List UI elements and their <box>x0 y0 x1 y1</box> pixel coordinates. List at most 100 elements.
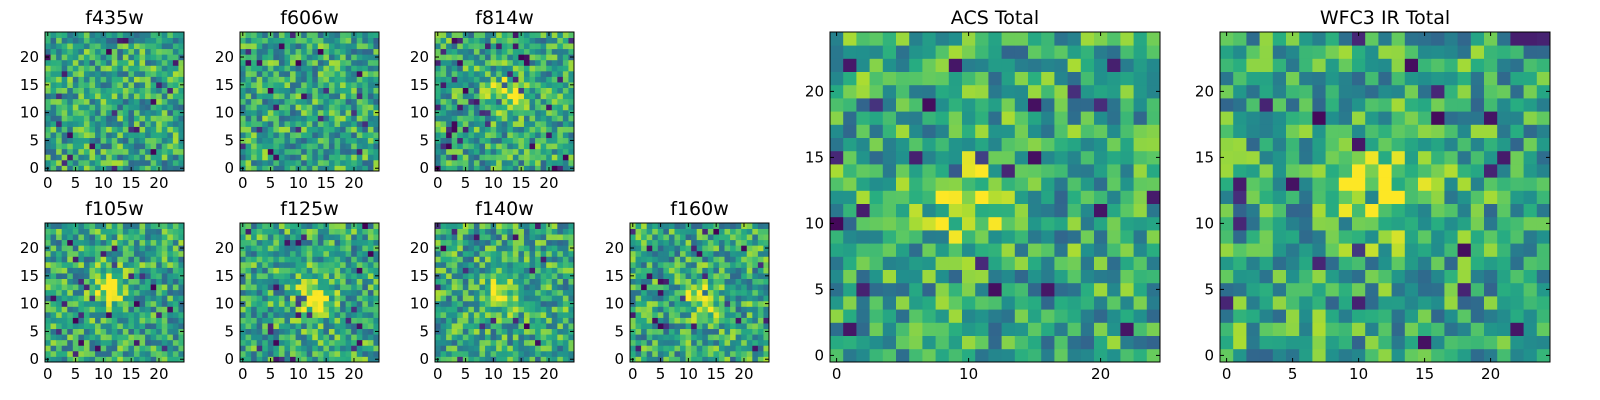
heatmap-cell <box>496 82 503 88</box>
heatmap-cell <box>256 278 263 285</box>
heatmap-cell <box>161 154 168 161</box>
heatmap-cell <box>128 317 135 324</box>
heatmap-cell <box>373 228 380 235</box>
heatmap-cell <box>301 82 308 88</box>
heatmap-cell <box>100 132 107 139</box>
heatmap-cell <box>707 284 714 291</box>
heatmap-cell <box>551 350 558 357</box>
heatmap-cell <box>72 109 79 116</box>
heatmap-cell <box>301 104 308 111</box>
heatmap-cell <box>106 261 113 268</box>
heatmap-cell <box>240 76 246 83</box>
heatmap-cell <box>975 230 989 244</box>
heatmap-cell <box>702 267 709 274</box>
heatmap-cell <box>245 356 252 363</box>
heatmap-cell <box>435 159 441 166</box>
heatmap-cell <box>373 339 380 346</box>
heatmap-cell <box>685 261 692 268</box>
heatmap-cell <box>345 295 352 302</box>
heatmap-cell <box>479 48 486 55</box>
heatmap-cell <box>696 311 703 318</box>
heatmap-cell <box>630 311 636 318</box>
heatmap-cell <box>150 154 157 161</box>
heatmap-cell <box>61 37 68 44</box>
heatmap-cell <box>301 93 308 100</box>
heatmap-cell <box>362 267 369 274</box>
heatmap-cell <box>133 76 140 83</box>
heatmap-cell <box>356 261 363 268</box>
heatmap-cell <box>273 256 280 263</box>
heatmap-cell <box>100 334 107 341</box>
heatmap-cell <box>100 120 107 127</box>
heatmap-cell <box>435 70 441 77</box>
heatmap-cell <box>95 300 101 307</box>
heatmap-cell <box>251 234 258 241</box>
heatmap-cell <box>167 245 174 252</box>
heatmap-cell <box>156 54 163 61</box>
y-tick-label: 0 <box>29 350 39 368</box>
heatmap-cell <box>1014 243 1029 257</box>
heatmap-cell <box>663 323 670 330</box>
heatmap-cell <box>757 311 764 318</box>
heatmap-cell <box>1107 190 1121 204</box>
heatmap-cell <box>78 82 85 88</box>
heatmap-cell <box>351 228 358 235</box>
heatmap-cell <box>724 306 731 313</box>
heatmap-cell <box>668 267 675 274</box>
heatmap-cell <box>763 223 770 229</box>
heatmap-cell <box>518 256 525 263</box>
heatmap-cell <box>245 37 252 44</box>
heatmap-cell <box>156 120 163 127</box>
heatmap-cell <box>161 98 168 105</box>
heatmap-cell <box>150 109 157 116</box>
heatmap-cell <box>273 115 280 122</box>
heatmap-cell <box>367 87 374 94</box>
heatmap-cell <box>256 284 263 291</box>
y-tick-label: 15 <box>20 267 39 285</box>
heatmap-cell <box>507 311 514 318</box>
heatmap-cell <box>161 328 168 335</box>
heatmap-cell <box>83 154 90 161</box>
heatmap-cell <box>156 339 163 346</box>
heatmap-cell <box>295 245 302 252</box>
heatmap-cell <box>89 356 96 363</box>
heatmap-cell <box>663 289 670 296</box>
heatmap-cell <box>746 300 753 307</box>
heatmap-cell <box>685 300 692 307</box>
heatmap-cell <box>312 165 319 172</box>
heatmap-cell <box>540 59 547 66</box>
heatmap-cell <box>67 228 74 235</box>
heatmap-cell <box>133 323 140 330</box>
heatmap-cell <box>451 350 458 357</box>
heatmap-cell <box>496 115 503 122</box>
heatmap-cell <box>468 65 475 72</box>
heatmap-cell <box>568 317 575 324</box>
heatmap-cell <box>507 65 514 72</box>
heatmap-cell <box>67 132 74 139</box>
heatmap-cell <box>718 273 725 279</box>
heatmap-cell <box>122 273 129 279</box>
heatmap-cell <box>630 256 636 263</box>
heatmap-cell <box>128 339 135 346</box>
heatmap-cell <box>78 148 85 155</box>
heatmap-cell <box>962 348 976 363</box>
heatmap-cell <box>328 98 335 105</box>
heatmap-cell <box>167 295 174 302</box>
heatmap-cell <box>523 261 530 268</box>
heatmap-cell <box>172 339 179 346</box>
heatmap-cell <box>540 295 547 302</box>
heatmap-cell <box>245 323 252 330</box>
heatmap-cell <box>251 334 258 341</box>
heatmap-cell <box>752 261 759 268</box>
heatmap-cell <box>752 256 759 263</box>
heatmap-cell <box>440 165 447 172</box>
y-tick-label: 10 <box>215 295 234 313</box>
heatmap-cell <box>167 228 174 235</box>
x-tick-label: 20 <box>149 174 168 192</box>
heatmap-cell <box>680 295 686 302</box>
heatmap-cell <box>473 159 480 166</box>
heatmap-cell <box>111 126 118 133</box>
heatmap-cell <box>501 70 508 77</box>
heatmap-cell <box>356 328 363 335</box>
heatmap-cell <box>67 250 74 257</box>
